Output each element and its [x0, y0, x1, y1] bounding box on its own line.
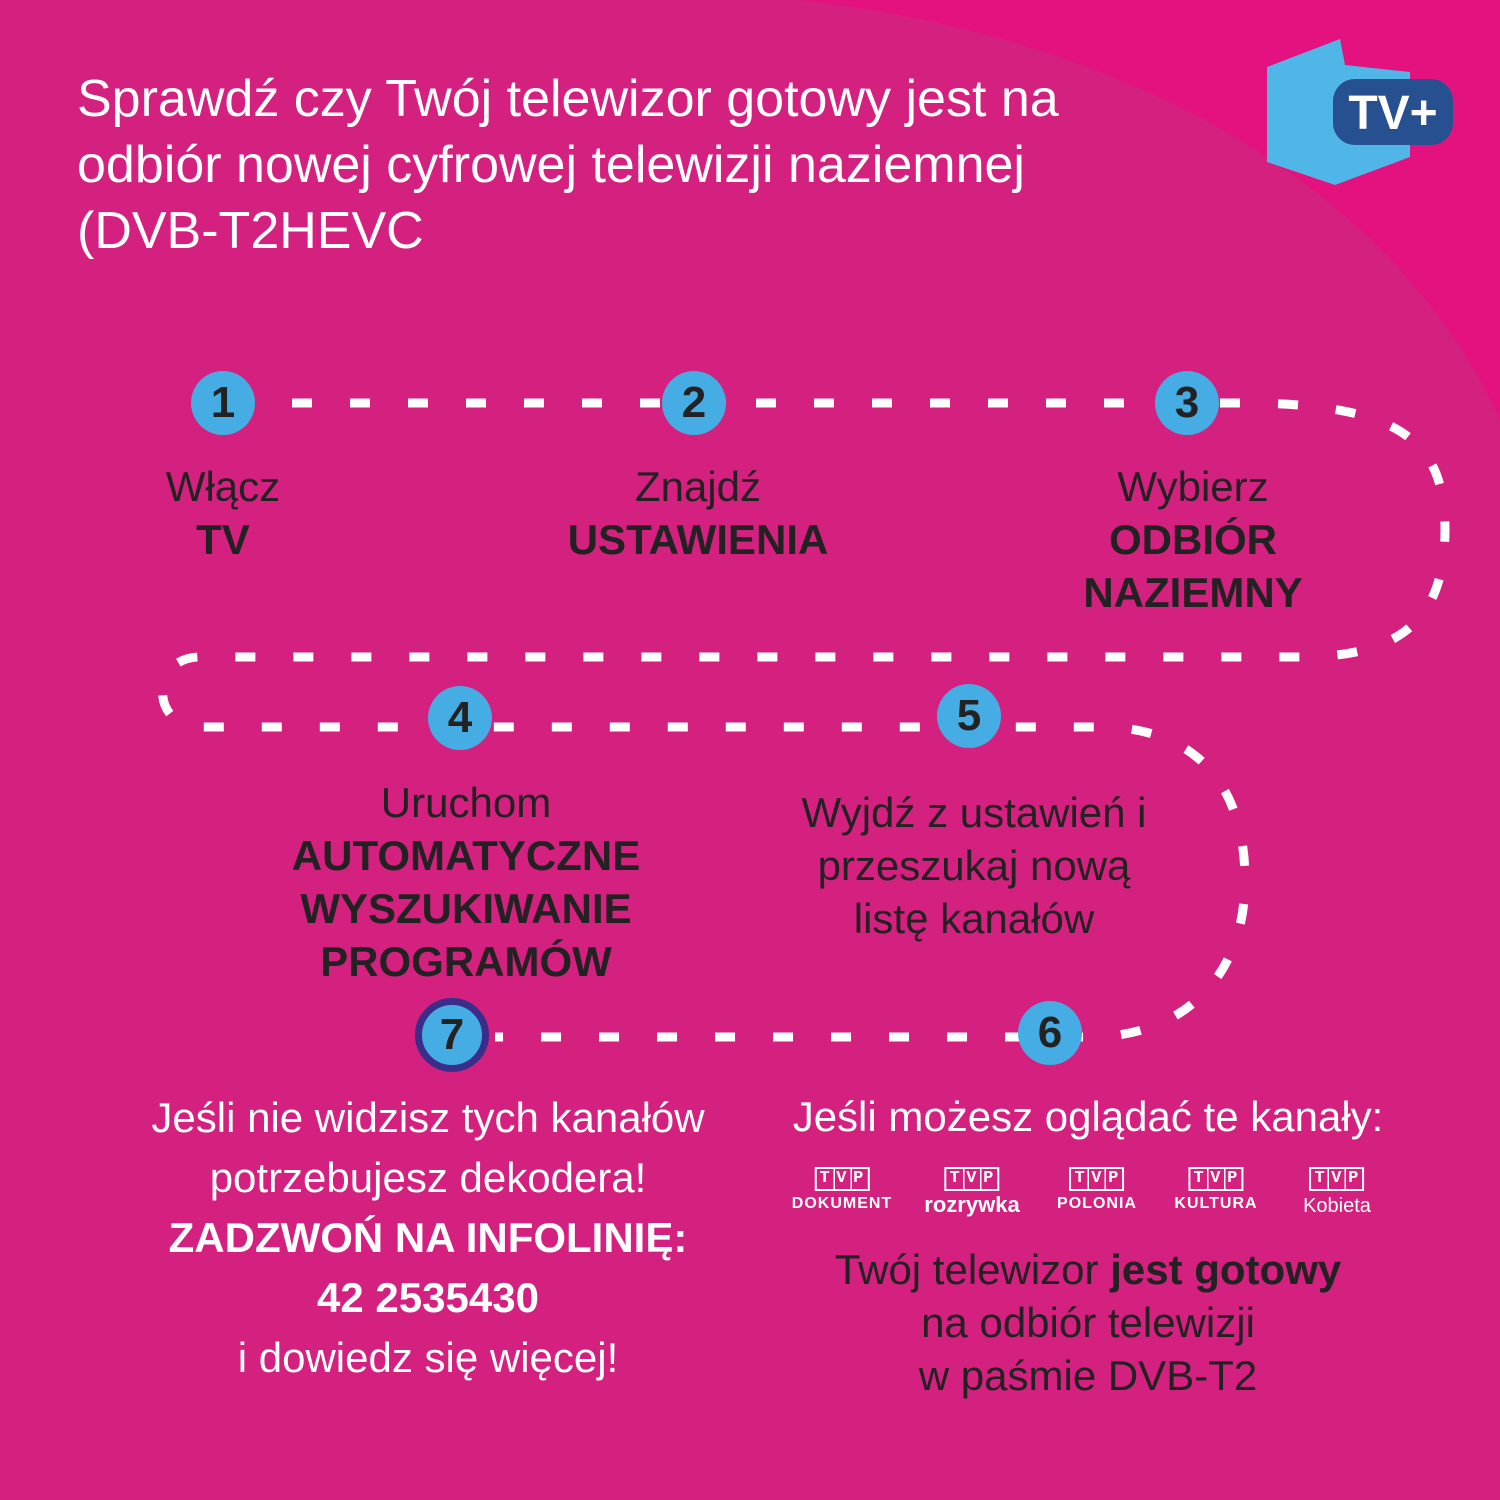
channel-tvp-rozrywka: TVP rozrywka: [924, 1167, 1020, 1217]
tvp-brand: TVP: [816, 1169, 868, 1189]
tv-plus-logo: TV+: [1265, 37, 1455, 192]
infoline-phone[interactable]: 42 2535430: [317, 1274, 539, 1321]
step-7-text: Jeśli nie widzisz tych kanałów potrzebuj…: [151, 1088, 704, 1388]
step-7-line-1: Jeśli nie widzisz tych kanałów: [151, 1094, 705, 1141]
step-5-text: Wyjdź z ustawień i przeszukaj nową listę…: [801, 789, 1147, 942]
step-3-line: Wybierz: [1117, 463, 1269, 510]
step-1-bold: TV: [196, 516, 250, 563]
step-5-number: 5: [937, 684, 1001, 748]
result-pre: Twój telewizor: [834, 1246, 1111, 1293]
step-4-bold: AUTOMATYCZNE WYSZUKIWANIE PROGRAMÓW: [291, 832, 641, 985]
svg-text:TV+: TV+: [1348, 87, 1437, 140]
channel-tvp-polonia: TVP POLONIA: [1057, 1167, 1137, 1213]
channel-name: KULTURA: [1174, 1195, 1258, 1212]
tvp-brand: TVP: [1311, 1169, 1363, 1189]
step-2-line: Znajdź: [634, 463, 762, 510]
dashed-path: [158, 398, 1450, 1042]
channel-tvp-dokument: TVP DOKUMENT: [792, 1167, 892, 1213]
tvp-brand: TVP: [946, 1169, 998, 1189]
step-6-number: 6: [1018, 1001, 1082, 1065]
step-1-text: Włącz TV: [166, 460, 280, 566]
channel-name: rozrywka: [924, 1192, 1020, 1217]
step-6-heading: Jeśli możesz oglądać te kanały:: [792, 1093, 1384, 1140]
result-line-2: na odbiór telewizji: [921, 1299, 1255, 1346]
channel-name: Kobieta: [1303, 1195, 1371, 1217]
tvp-brand: TVP: [1190, 1169, 1242, 1189]
step-3-number: 3: [1155, 371, 1219, 435]
step-7-cta: ZADZWOŃ NA INFOLINIĘ:: [168, 1214, 688, 1261]
step-3-bold: ODBIÓR NAZIEMNY: [1083, 516, 1303, 616]
tvp-brand: TVP: [1071, 1169, 1123, 1189]
channel-tvp-kobieta: TVP Kobieta: [1303, 1167, 1371, 1218]
step-4-text: Uruchom AUTOMATYCZNE WYSZUKIWANIE PROGRAM…: [276, 776, 656, 988]
step-1-line: Włącz: [165, 463, 281, 510]
channel-name: DOKUMENT: [791, 1195, 893, 1212]
step-1-number: 1: [191, 371, 255, 435]
step-6-result: Twój telewizor jest gotowy na odbiór tel…: [835, 1243, 1341, 1402]
step-4-line: Uruchom: [380, 779, 552, 826]
step-3-text: Wybierz ODBIÓR NAZIEMNY: [1063, 460, 1323, 619]
step-7-line-3: i dowiedz się więcej!: [237, 1334, 619, 1381]
result-line-1: Twój telewizor jest gotowy: [835, 1243, 1341, 1296]
step-7-number: 7: [415, 998, 489, 1072]
step-4-number: 4: [428, 686, 492, 750]
result-line-3: w paśmie DVB-T2: [918, 1352, 1258, 1399]
result-bold: jest gotowy: [1110, 1246, 1342, 1293]
step-2-number: 2: [662, 371, 726, 435]
step-2-bold: USTAWIENIA: [567, 516, 829, 563]
page-title: Sprawdź czy Twój telewizor gotowy jest n…: [77, 70, 1059, 260]
channel-name: POLONIA: [1057, 1195, 1137, 1212]
channel-tvp-kultura: TVP KULTURA: [1174, 1167, 1257, 1213]
step-7-line-2: potrzebujesz dekodera!: [209, 1154, 647, 1201]
step-2-text: Znajdź USTAWIENIA: [568, 460, 829, 566]
